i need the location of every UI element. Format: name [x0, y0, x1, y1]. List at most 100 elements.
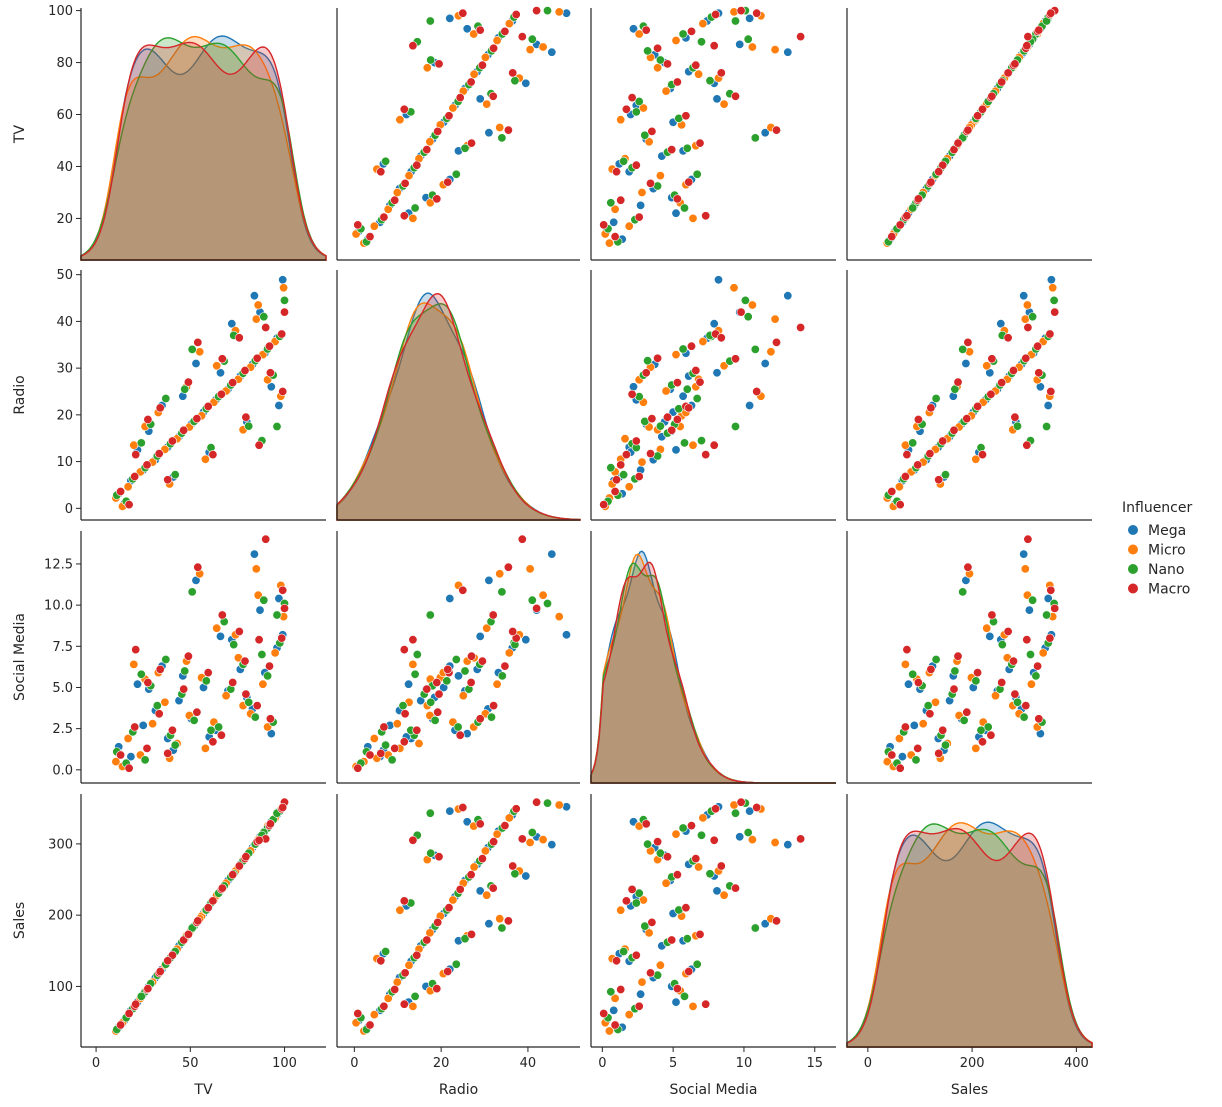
point-micro-17	[482, 99, 492, 109]
point-macro-15	[131, 450, 141, 460]
point-macro-3	[400, 968, 410, 978]
point-macro-19	[641, 368, 651, 378]
y-tick-label: 40	[56, 160, 73, 175]
point-micro-2	[383, 204, 393, 214]
point-macro-27	[458, 8, 468, 18]
point-micro-24	[1022, 300, 1032, 310]
point-nano-28	[950, 666, 960, 676]
point-nano-29	[257, 649, 267, 659]
point-macro-20	[895, 763, 905, 773]
point-macro-3	[645, 178, 655, 188]
point-macro-20	[599, 220, 609, 230]
point-micro-29	[525, 837, 535, 847]
point-micro-0	[882, 757, 892, 767]
point-macro-20	[599, 500, 609, 510]
point-macro-7	[444, 903, 454, 913]
point-mega-17	[216, 631, 226, 641]
point-micro-1	[369, 733, 379, 743]
point-macro-25	[399, 104, 409, 114]
point-macro-21	[503, 125, 513, 135]
point-mega-29	[783, 291, 793, 301]
point-macro-17	[488, 91, 498, 101]
point-mega-24	[735, 832, 745, 842]
point-nano-28	[460, 934, 470, 944]
point-macro-9	[228, 870, 238, 880]
point-macro-29	[254, 440, 264, 450]
point-macro-25	[208, 737, 218, 747]
point-nano-18	[1012, 421, 1022, 431]
point-nano-27	[1042, 421, 1052, 431]
point-macro-22	[716, 861, 726, 871]
point-macro-13	[511, 10, 521, 19]
point-mega-21	[760, 358, 770, 368]
point-nano-28	[180, 666, 190, 676]
point-micro-24	[538, 42, 548, 52]
point-mega-22	[521, 871, 531, 881]
x-tick-label: 0	[350, 1056, 358, 1071]
x-axis-label-sales: Sales	[951, 1082, 988, 1098]
point-macro-10	[1008, 365, 1018, 375]
point-micro-29	[1020, 564, 1030, 574]
point-macro-29	[254, 635, 264, 645]
point-macro-0	[365, 1020, 375, 1030]
point-mega-1	[126, 752, 136, 762]
point-mega-24	[1024, 605, 1034, 615]
point-macro-16	[376, 748, 386, 758]
point-macro-29	[1022, 635, 1032, 645]
point-macro-8	[627, 884, 637, 894]
point-macro-28	[466, 929, 476, 939]
point-micro-15	[688, 1001, 698, 1011]
point-macro-13	[1045, 329, 1055, 339]
point-nano-29	[696, 830, 706, 840]
point-macro-26	[672, 414, 682, 424]
point-macro-0	[887, 486, 897, 496]
point-macro-25	[621, 450, 631, 460]
point-micro-3	[637, 977, 647, 987]
legend-label-mega: Mega	[1148, 523, 1186, 539]
point-macro-10	[477, 854, 487, 864]
point-macro-27	[1046, 8, 1056, 18]
point-macro-29	[408, 41, 418, 51]
point-macro-5	[179, 684, 189, 694]
point-macro-18	[241, 412, 251, 422]
point-macro-11	[489, 43, 499, 53]
point-micro-25	[200, 743, 210, 753]
point-micro-4	[404, 960, 414, 970]
point-macro-9	[997, 378, 1007, 388]
point-macro-26	[143, 984, 153, 994]
point-macro-28	[695, 138, 705, 148]
panel-sales-vs-tv: 100 200 300 Sales 0 50 100 TV	[12, 794, 326, 1098]
point-macro-14	[279, 307, 289, 317]
point-nano-29	[412, 649, 422, 659]
point-macro-12	[500, 821, 510, 831]
y-tick-label: 200	[48, 909, 73, 924]
point-macro-23	[443, 664, 453, 674]
point-macro-2	[142, 743, 152, 753]
y-tick-label: 12.5	[44, 557, 73, 572]
point-macro-16	[611, 475, 621, 485]
panel-social-media-vs-radio	[336, 531, 580, 784]
point-macro-14	[532, 797, 542, 807]
point-micro-4	[655, 171, 665, 181]
point-nano-28	[682, 934, 692, 944]
point-nano-24	[743, 34, 753, 44]
point-macro-4	[167, 725, 177, 735]
point-macro-27	[278, 585, 288, 595]
legend-label-nano: Nano	[1148, 562, 1185, 578]
point-nano-16	[619, 156, 629, 166]
point-mega-15	[133, 679, 143, 689]
point-nano-7	[442, 676, 452, 686]
panel-radio-vs-tv: 0 10 20 30 40 50 Radio	[12, 268, 326, 521]
x-tick-label: 0	[864, 1056, 872, 1071]
point-micro-12	[671, 35, 681, 45]
point-macro-11	[1021, 701, 1031, 711]
panel-sales-vs-sales: 0 200 400 Sales	[846, 794, 1093, 1098]
panel-sales-vs-social-media: 0 5 10 15 Social Media	[590, 794, 836, 1098]
point-mega-17	[475, 886, 485, 896]
point-micro-15	[408, 1001, 418, 1011]
point-macro-10	[691, 854, 701, 864]
point-macro-23	[443, 966, 453, 976]
point-macro-4	[631, 436, 641, 446]
point-macro-22	[1003, 626, 1013, 636]
